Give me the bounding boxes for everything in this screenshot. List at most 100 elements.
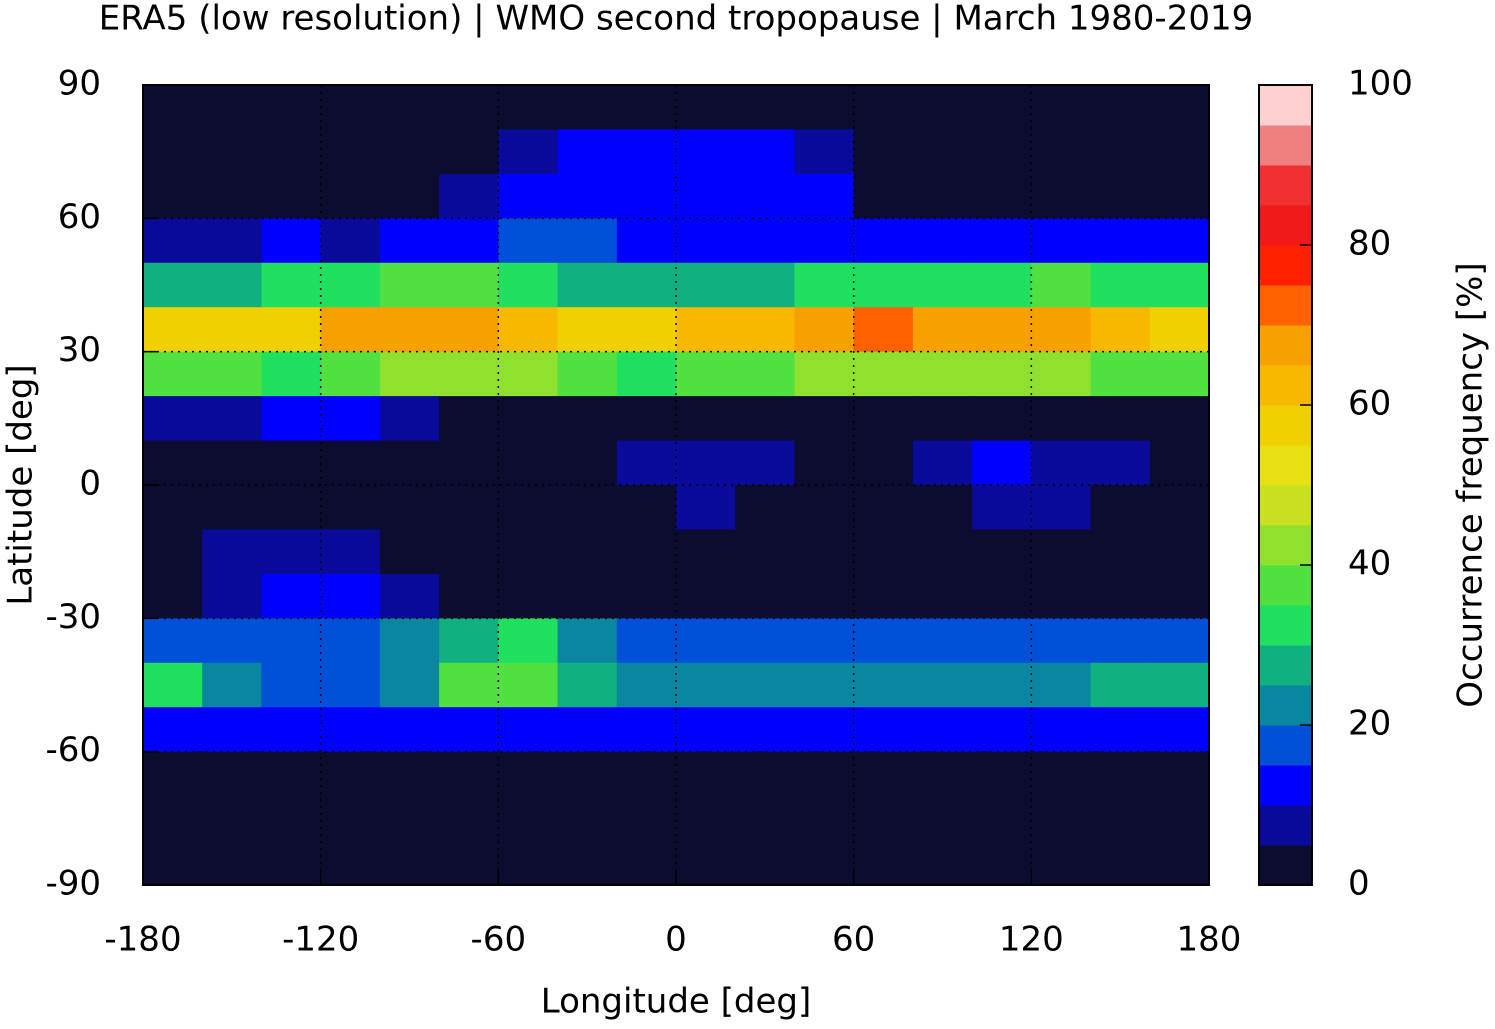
heat-cell	[676, 573, 736, 619]
heat-cell	[1149, 618, 1210, 664]
heat-cell	[735, 751, 795, 797]
heat-cell	[616, 529, 677, 575]
heat-cell	[1149, 262, 1210, 308]
heat-cell	[1031, 262, 1092, 308]
heat-cell	[912, 307, 973, 353]
heat-cell	[320, 618, 381, 664]
x-tick-label: 180	[1177, 920, 1242, 960]
colorbar-tick-label: 80	[1348, 224, 1391, 264]
heat-cell	[794, 662, 855, 708]
heat-cell	[1090, 262, 1151, 308]
heat-cell	[972, 751, 1032, 797]
heat-cell	[557, 796, 618, 842]
heat-cell	[794, 440, 855, 486]
colorbar-swatch	[1259, 365, 1312, 406]
heat-cell	[912, 485, 973, 530]
heat-cell	[202, 485, 262, 530]
heat-cell	[202, 396, 262, 442]
heat-cell	[676, 440, 736, 486]
heat-cell	[202, 440, 262, 486]
heat-cell	[202, 262, 262, 308]
heat-cell	[1149, 173, 1210, 219]
heat-cell	[143, 529, 203, 575]
x-tick-label: 60	[832, 920, 875, 960]
heat-cell	[143, 440, 203, 486]
colorbar-swatch	[1259, 405, 1312, 446]
colorbar-swatch	[1259, 645, 1312, 686]
heat-cell	[912, 529, 973, 575]
heat-cell	[616, 351, 677, 397]
heat-cell	[261, 707, 322, 753]
colorbar-swatch	[1259, 525, 1312, 566]
colorbar-tick-label: 0	[1348, 864, 1370, 904]
heat-cell	[202, 529, 262, 575]
heat-cell	[439, 351, 499, 397]
colorbar-swatch	[1259, 565, 1312, 606]
heat-cell	[261, 129, 322, 175]
heat-cell	[143, 707, 203, 753]
heat-cell	[912, 218, 973, 264]
colorbar-swatch	[1259, 845, 1312, 886]
heat-cell	[794, 796, 855, 842]
heat-cell	[972, 529, 1032, 575]
x-tick-label: 120	[999, 920, 1064, 960]
heat-cell	[320, 707, 381, 753]
colorbar-swatch	[1259, 445, 1312, 486]
heat-cell	[1090, 840, 1151, 886]
heat-cell	[1149, 351, 1210, 397]
heat-cell	[202, 796, 262, 842]
heat-cell	[1149, 485, 1210, 530]
heat-cell	[1090, 307, 1151, 353]
heat-cell	[912, 351, 973, 397]
heat-cell	[972, 218, 1032, 264]
heat-cell	[616, 218, 677, 264]
colorbar-tick-label: 20	[1348, 704, 1391, 744]
heat-cell	[498, 662, 559, 708]
heat-cell	[1149, 218, 1210, 264]
heat-cell	[202, 173, 262, 219]
heat-cell	[616, 129, 677, 175]
heat-cell	[261, 262, 322, 308]
heat-cell	[853, 307, 914, 353]
heat-cell	[202, 840, 262, 886]
heat-cell	[735, 618, 795, 664]
heat-cell	[202, 662, 262, 708]
colorbar-swatch	[1259, 325, 1312, 366]
heat-cell	[616, 662, 677, 708]
heat-cell	[1031, 218, 1092, 264]
colorbar-swatch	[1259, 805, 1312, 846]
heat-cell	[261, 351, 322, 397]
heat-cell	[676, 707, 736, 753]
heat-cell	[972, 307, 1032, 353]
heat-cell	[1031, 351, 1092, 397]
heat-cell	[557, 262, 618, 308]
heat-cell	[143, 840, 203, 886]
heat-cell	[320, 218, 381, 264]
heat-cell	[1031, 796, 1092, 842]
heat-cell	[676, 618, 736, 664]
heat-cell	[379, 573, 440, 619]
heat-cell	[794, 485, 855, 530]
heat-cell	[143, 173, 203, 219]
heat-cell	[1090, 485, 1151, 530]
heat-cell	[320, 485, 381, 530]
heat-cell	[972, 85, 1032, 130]
x-axis-label: Longitude [deg]	[541, 982, 812, 1022]
heat-cell	[676, 85, 736, 130]
heat-cell	[616, 173, 677, 219]
heat-cell	[1149, 440, 1210, 486]
x-tick-label: -60	[471, 920, 527, 960]
heat-cell	[498, 85, 559, 130]
heat-cell	[498, 796, 559, 842]
heat-cell	[1149, 662, 1210, 708]
heat-cell	[202, 307, 262, 353]
colorbar-swatch	[1259, 765, 1312, 806]
heat-cell	[379, 840, 440, 886]
heat-cell	[498, 618, 559, 664]
heat-cell	[439, 796, 499, 842]
heat-cell	[439, 485, 499, 530]
heat-cell	[379, 618, 440, 664]
heat-cell	[1031, 707, 1092, 753]
heat-cell	[557, 573, 618, 619]
heat-cell	[853, 173, 914, 219]
